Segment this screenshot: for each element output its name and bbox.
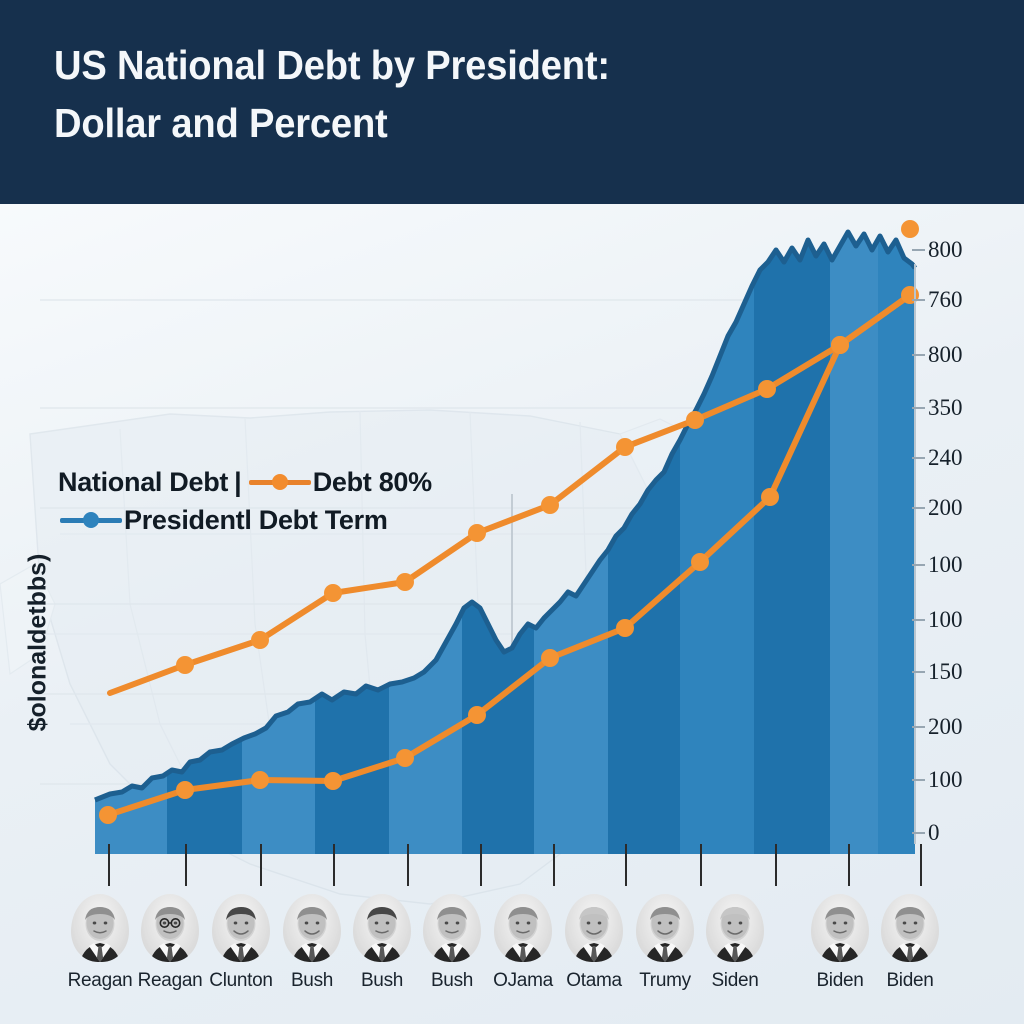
president-name-label: Bush	[430, 970, 474, 991]
y-tick-label: 100	[928, 552, 963, 577]
president-name-label: Reagan	[137, 970, 203, 991]
legend-blue-label: Presidentl Debt Term	[124, 504, 388, 535]
president-portrait-icon	[636, 894, 694, 962]
president-axis-item[interactable]: Bush	[348, 894, 416, 992]
y-tick-label: 800	[928, 237, 963, 262]
president-portrait-icon	[706, 894, 764, 962]
legend-orange-swatch-icon	[248, 473, 311, 491]
y-tick-label: 350	[928, 395, 963, 420]
president-axis-item[interactable]: Siden	[701, 894, 769, 992]
y-tick-label: 760	[928, 287, 963, 312]
legend-blue-swatch-icon	[60, 511, 122, 529]
y-tick-label: 200	[928, 495, 963, 520]
president-portrait-icon	[494, 894, 552, 962]
legend-row-bottom: Presidentl Debt Term	[58, 500, 478, 540]
president-portrait-icon	[881, 894, 939, 962]
president-name-label: Otama	[566, 970, 622, 991]
president-axis-item[interactable]: Bush	[418, 894, 486, 992]
president-axis-item[interactable]: Biden	[876, 894, 944, 992]
line-presidential-term-markers	[99, 286, 919, 824]
president-portrait-icon	[71, 894, 129, 962]
y-tick-label: 240	[928, 445, 963, 470]
y-tick-label: 200	[928, 714, 963, 739]
president-axis-item[interactable]: Clunton	[207, 894, 275, 992]
chart-stage: $olonaldetbbs) National Debt | Debt 80% …	[0, 204, 1024, 1024]
y-tick-label: 100	[928, 607, 963, 632]
president-axis-strip: Reagan Reagan	[0, 844, 1024, 1024]
president-name-label: Bush	[290, 970, 334, 991]
line-presidential-term	[105, 292, 913, 818]
president-axis-item[interactable]: OJama	[489, 894, 557, 992]
president-axis-item[interactable]: Reagan	[136, 894, 204, 992]
president-portrait-icon	[283, 894, 341, 962]
legend-row-top: National Debt | Debt 80%	[58, 462, 478, 502]
president-name-label: Siden	[711, 970, 759, 991]
president-name-label: Clunton	[209, 970, 273, 991]
president-portrait-icon	[811, 894, 869, 962]
president-name-label: Reagan	[67, 970, 133, 991]
president-name-label: Biden	[816, 970, 864, 991]
chart-legend: National Debt | Debt 80% Presidentl Debt…	[58, 462, 478, 540]
president-name-label: OJama	[493, 970, 553, 991]
legend-orange-label: Debt 80%	[312, 466, 432, 497]
president-portrait-icon	[353, 894, 411, 962]
legend-area-label: National Debt	[58, 466, 229, 497]
y-tick-label: 800	[928, 342, 963, 367]
chart-series	[94, 220, 919, 854]
y-tick-label: 150	[928, 659, 963, 684]
debt-area-outline	[94, 229, 917, 803]
president-name-label: Bush	[360, 970, 404, 991]
president-axis-item[interactable]: Otama	[560, 894, 628, 992]
president-portrait-icon	[212, 894, 270, 962]
president-name-label: Biden	[886, 970, 934, 991]
legend-separator: |	[234, 466, 242, 497]
page-title: US National Debt by President: Dollar an…	[54, 42, 610, 147]
president-portrait-icon	[141, 894, 199, 962]
y-tick-label: 0	[928, 820, 940, 845]
president-axis-item[interactable]: Reagan	[66, 894, 134, 992]
president-axis-item[interactable]: Biden	[806, 894, 874, 992]
y-tick-label: 100	[928, 767, 963, 792]
president-portrait-icon	[565, 894, 623, 962]
president-portrait-icon	[423, 894, 481, 962]
president-name-label: Trumy	[639, 970, 691, 991]
line-debt-80	[107, 292, 913, 696]
president-axis-item[interactable]: Trumy	[631, 894, 699, 992]
header-banner: US National Debt by President: Dollar an…	[0, 0, 1024, 204]
y-axis-title: $olonaldetbbs)	[23, 553, 52, 732]
president-axis-item[interactable]: Bush	[278, 894, 346, 992]
